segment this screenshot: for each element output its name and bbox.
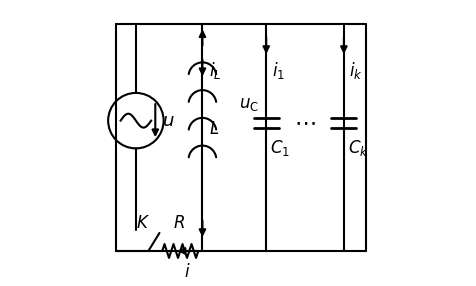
Text: $K$: $K$ xyxy=(136,214,149,232)
Text: $\cdots$: $\cdots$ xyxy=(294,112,315,132)
Text: $i_1$: $i_1$ xyxy=(271,60,284,81)
Text: $L$: $L$ xyxy=(209,120,219,138)
Text: $u$: $u$ xyxy=(162,112,175,130)
Text: $i_L$: $i_L$ xyxy=(209,60,221,81)
Text: $C_k$: $C_k$ xyxy=(347,138,368,158)
Text: $u_{\mathrm{C}}$: $u_{\mathrm{C}}$ xyxy=(239,95,259,113)
Text: $i_k$: $i_k$ xyxy=(349,60,362,81)
Text: $i$: $i$ xyxy=(184,263,190,281)
Text: $C_1$: $C_1$ xyxy=(270,138,290,158)
Text: $R$: $R$ xyxy=(172,214,185,232)
